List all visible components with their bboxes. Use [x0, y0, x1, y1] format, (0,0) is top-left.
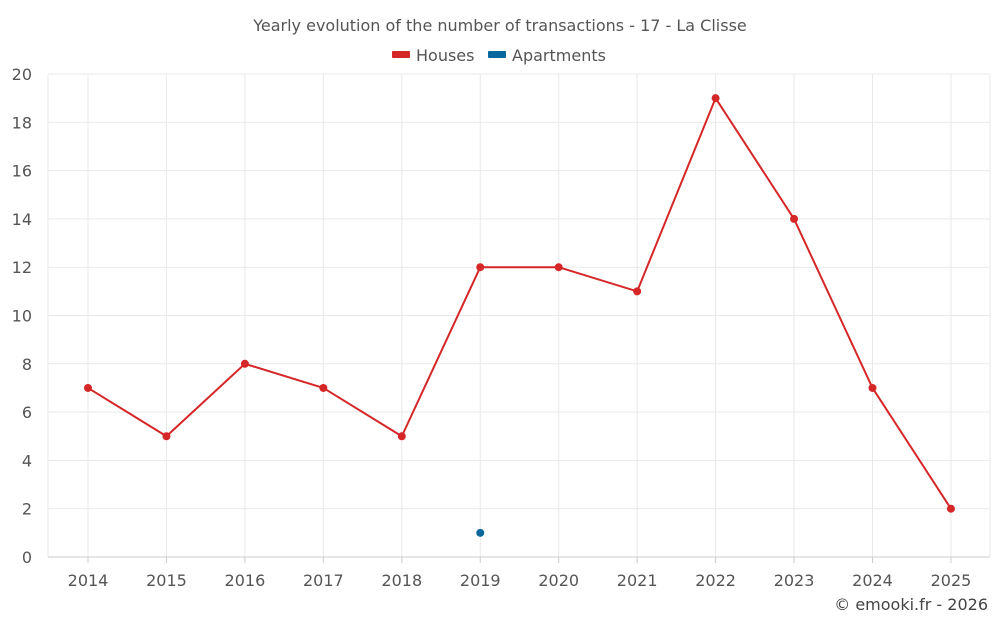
x-tick-label: 2024 — [852, 571, 893, 590]
data-point-houses-2024[interactable] — [868, 383, 877, 392]
data-point-houses-2022[interactable] — [711, 94, 720, 103]
series-line-houses — [87, 97, 952, 510]
x-tick-label: 2022 — [695, 571, 736, 590]
data-point-houses-2021[interactable] — [633, 287, 642, 296]
legend-label-apartments: Apartments — [512, 46, 606, 65]
axes: 0 2 4 6 8 10 12 14 16 18 20 2014 2015 2016 2017 2018 201… — [12, 65, 990, 590]
x-tick-label: 2016 — [225, 571, 266, 590]
data-point-houses-2016[interactable] — [240, 359, 249, 368]
data-point-houses-2023[interactable] — [790, 214, 799, 223]
series-apartments — [476, 528, 485, 537]
data-point-houses-2019[interactable] — [476, 263, 485, 272]
x-tick-label: 2025 — [931, 571, 972, 590]
data-point-houses-2014[interactable] — [84, 383, 92, 392]
x-tick-label: 2023 — [774, 571, 815, 590]
grid — [47, 73, 991, 557]
y-tick-label: 14 — [12, 210, 32, 229]
y-tick-label: 20 — [12, 65, 32, 84]
data-point-houses-2018[interactable] — [397, 432, 406, 441]
x-tick-label: 2015 — [146, 571, 187, 590]
y-tick-label: 8 — [22, 355, 32, 374]
legend: Houses Apartments — [392, 46, 606, 65]
series — [84, 94, 955, 537]
x-tick-label: 2014 — [68, 571, 109, 590]
y-tick-label: 2 — [22, 500, 32, 519]
data-point-houses-2025[interactable] — [946, 504, 955, 513]
legend-swatch-houses — [392, 51, 410, 58]
x-tick-label: 2021 — [617, 571, 658, 590]
y-tick-label: 12 — [12, 258, 32, 277]
x-tick-label: 2020 — [538, 571, 579, 590]
x-tick-label: 2019 — [460, 571, 501, 590]
y-tick-label: 4 — [22, 451, 32, 470]
y-tick-label: 6 — [22, 403, 32, 422]
series-houses — [84, 94, 955, 513]
credit-text: © emooki.fr - 2026 — [834, 595, 988, 614]
y-tick-label: 18 — [12, 113, 32, 132]
legend-item-houses[interactable]: Houses — [392, 46, 474, 65]
x-tick-label: 2018 — [381, 571, 422, 590]
data-point-houses-2015[interactable] — [162, 432, 171, 441]
chart-title: Yearly evolution of the number of transa… — [252, 16, 747, 35]
data-point-apartments-2019[interactable] — [476, 528, 485, 537]
legend-swatch-apartments — [488, 51, 506, 58]
data-point-houses-2017[interactable] — [319, 383, 328, 392]
legend-label-houses: Houses — [416, 46, 474, 65]
y-tick-label: 10 — [12, 307, 32, 326]
legend-item-apartments[interactable]: Apartments — [488, 46, 606, 65]
x-tick-label: 2017 — [303, 571, 344, 590]
y-tick-label: 16 — [12, 162, 32, 181]
data-point-houses-2020[interactable] — [554, 263, 563, 272]
y-tick-label: 0 — [22, 548, 32, 567]
